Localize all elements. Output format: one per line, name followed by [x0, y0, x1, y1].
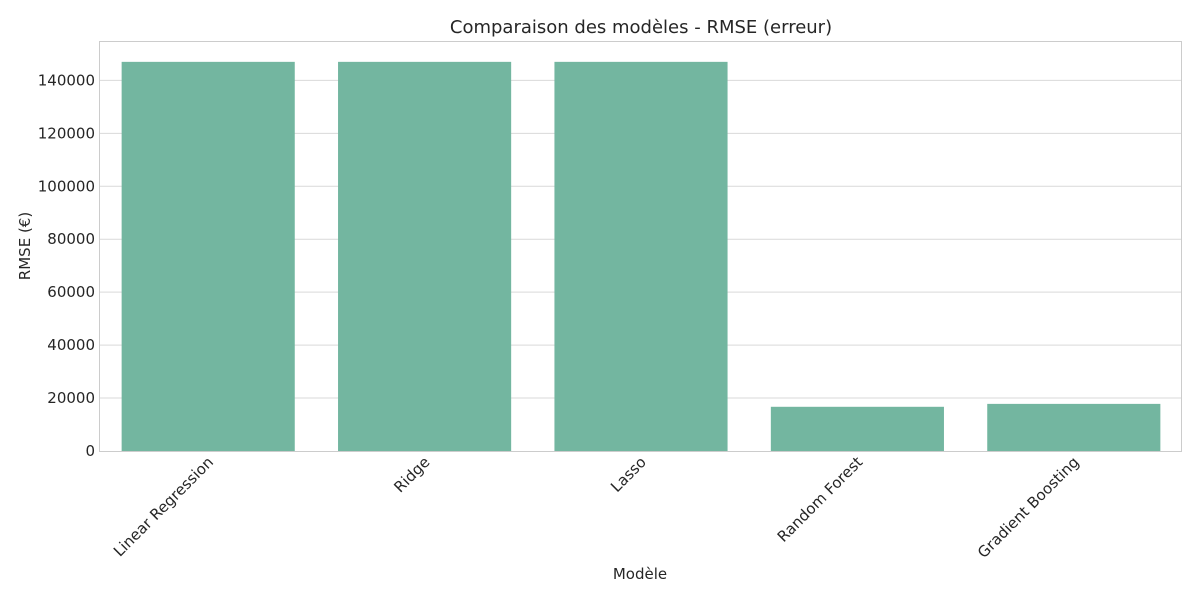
y-axis-label: RMSE (€) — [16, 212, 34, 280]
x-tick-labels: Linear Regression Ridge Lasso Random Forest… — [110, 453, 1083, 562]
y-tick-label: 120000 — [38, 124, 95, 142]
y-tick-labels: 0 20000 40000 60000 80000 100000 120000 140000 — [38, 71, 95, 460]
x-axis-label: Modèle — [613, 565, 667, 583]
bar-gradient-boosting — [987, 403, 1161, 451]
bar-random-forest — [770, 406, 944, 451]
plot-area-frame — [99, 41, 1182, 452]
y-tick-label: 60000 — [47, 283, 95, 301]
x-tick-label: Random Forest — [774, 453, 867, 546]
y-tick-label: 20000 — [47, 389, 95, 407]
bar-linear-regression — [121, 61, 295, 451]
y-tick-label: 100000 — [38, 177, 95, 195]
x-tick-label: Lasso — [607, 453, 650, 496]
x-tick-label: Gradient Boosting — [974, 453, 1083, 562]
y-tick-label: 40000 — [47, 336, 95, 354]
y-tick-label: 80000 — [47, 230, 95, 248]
bars — [121, 61, 1161, 451]
y-tick-label: 0 — [85, 442, 95, 460]
chart-title: Comparaison des modèles - RMSE (erreur) — [450, 17, 832, 38]
y-tick-label: 140000 — [38, 71, 95, 89]
bar-lasso — [554, 61, 728, 451]
x-tick-label: Ridge — [390, 453, 433, 496]
x-tick-label: Linear Regression — [110, 453, 217, 560]
bar-ridge — [338, 61, 512, 451]
